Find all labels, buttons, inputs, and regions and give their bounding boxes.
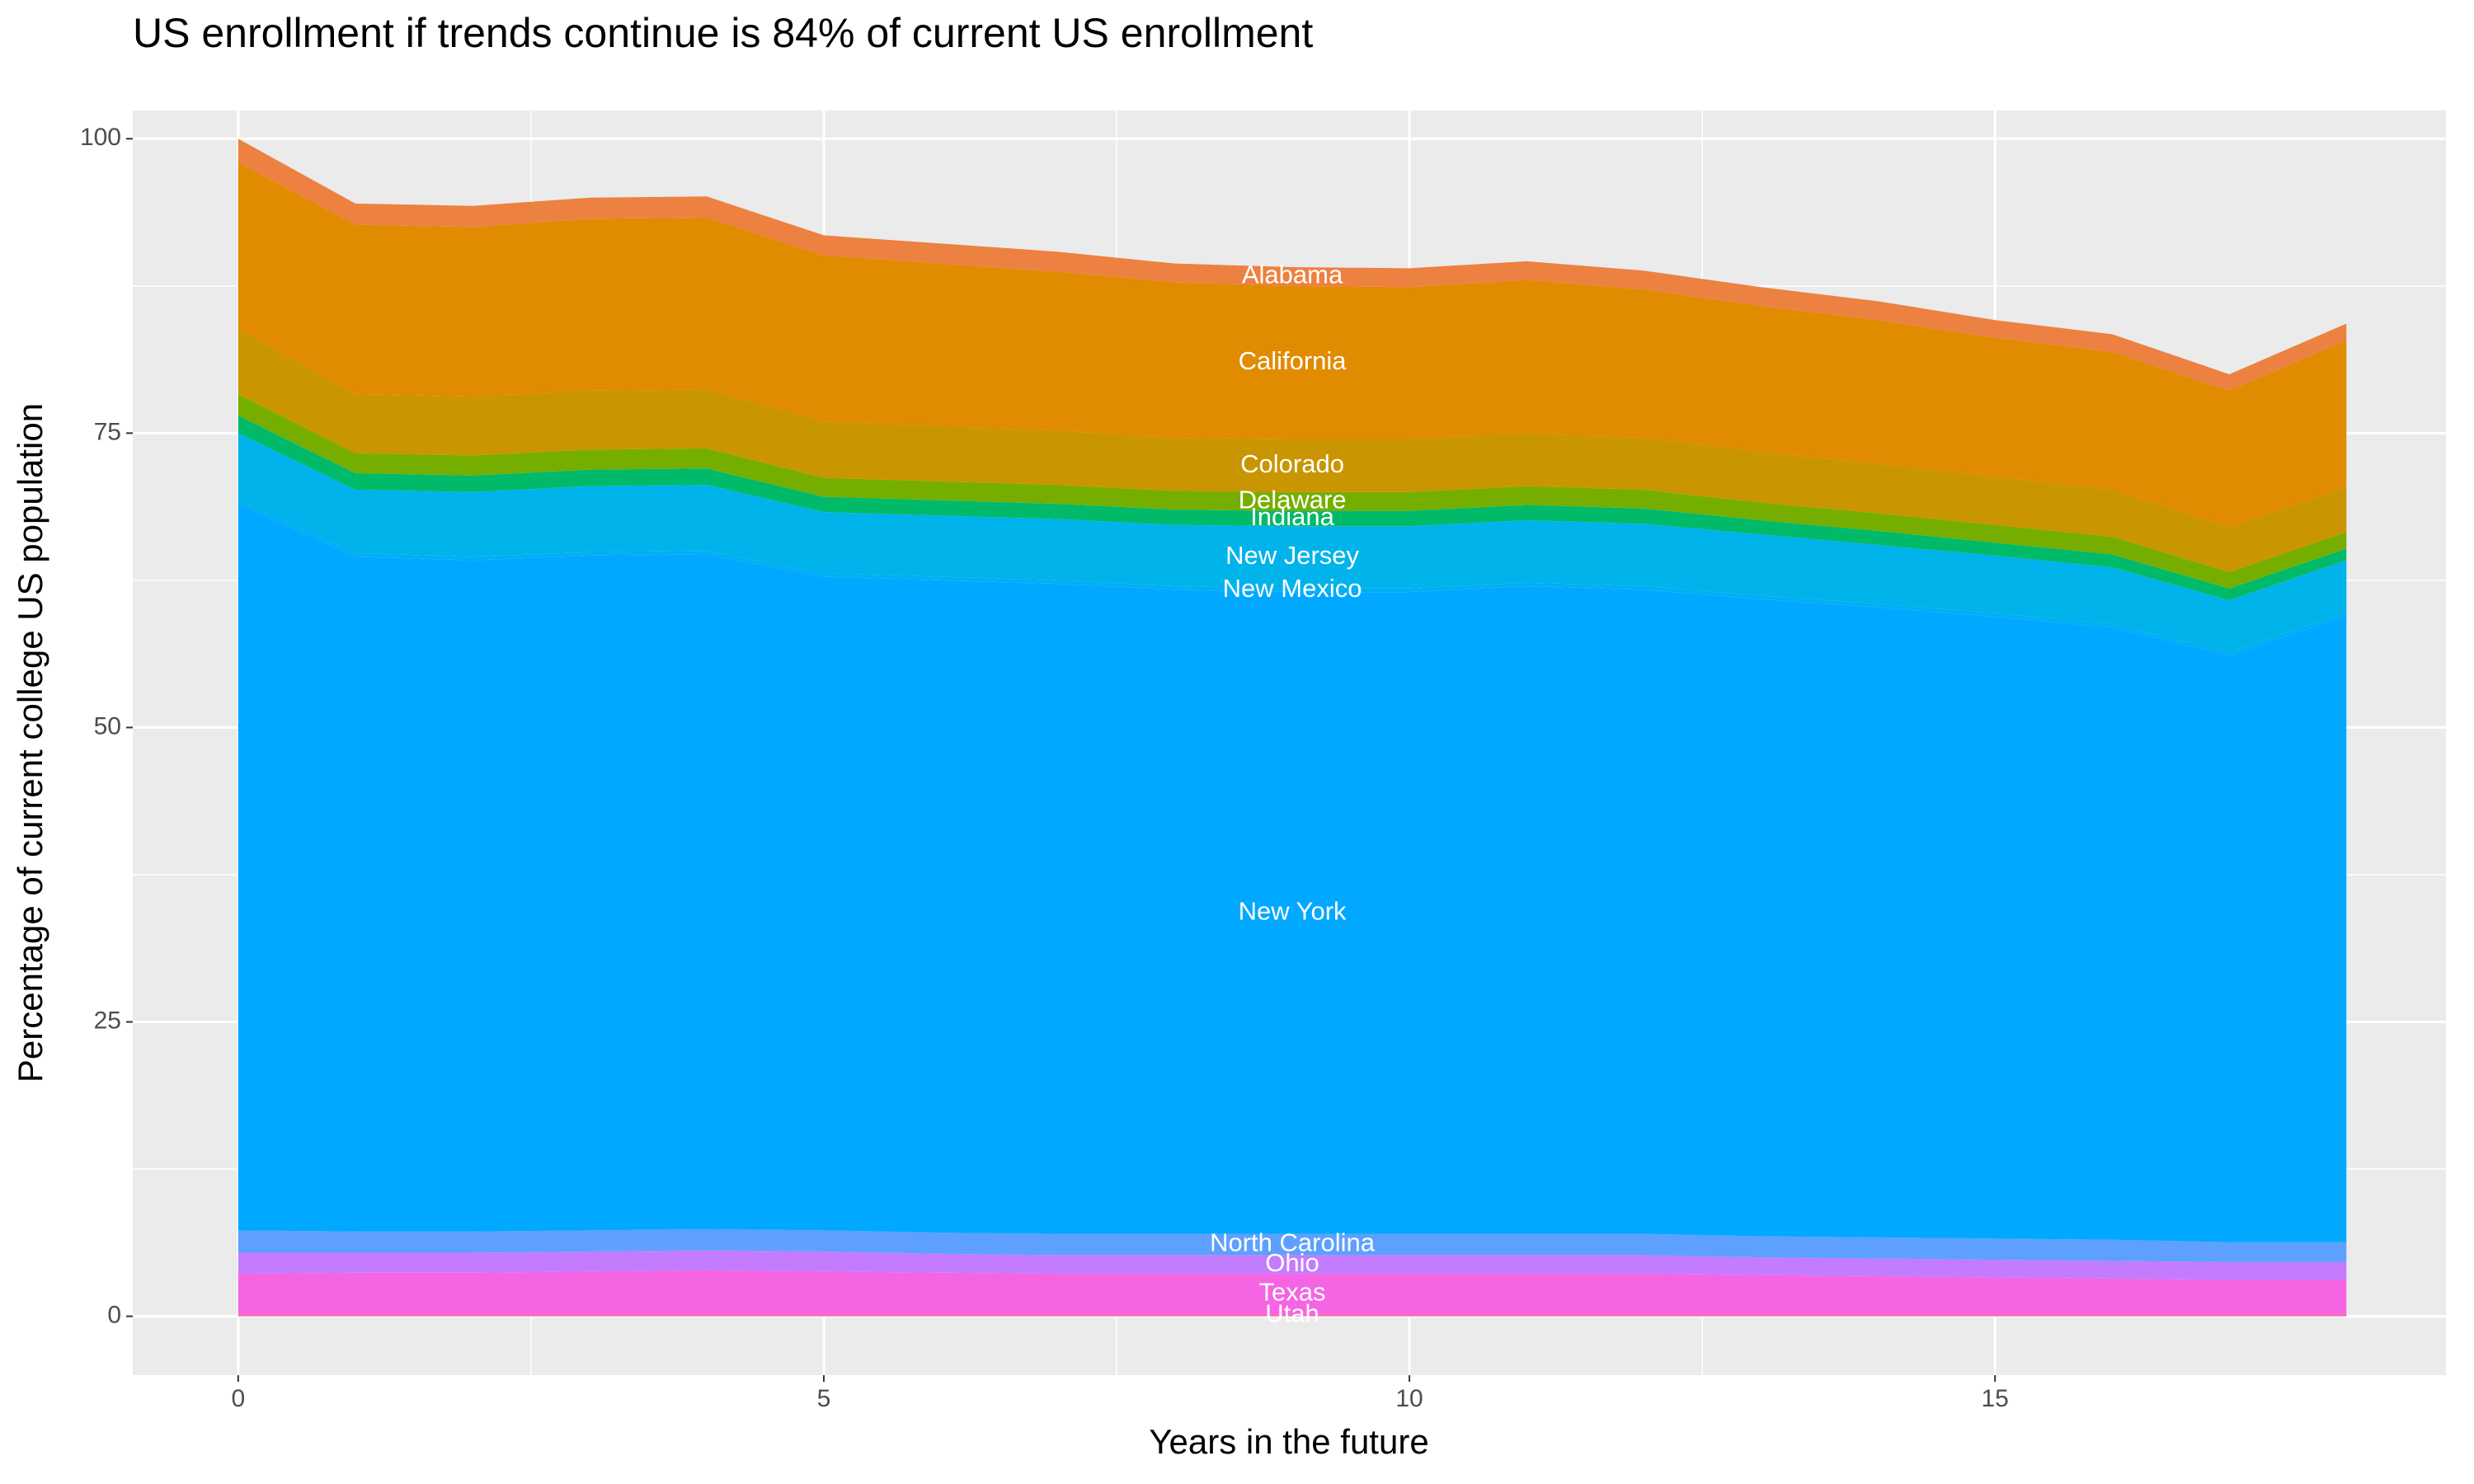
area-label: Texas — [1259, 1278, 1326, 1307]
area-label: New Mexico — [1223, 574, 1362, 603]
area — [238, 1228, 2347, 1262]
area — [238, 1250, 2347, 1280]
x-tick-label: 5 — [817, 1385, 831, 1412]
area — [238, 162, 2347, 528]
area-label: Utah — [1265, 1298, 1319, 1327]
x-tick-label: 0 — [231, 1385, 245, 1412]
y-tick-label: 75 — [94, 418, 121, 445]
area-label: Colorado — [1240, 449, 1344, 478]
area — [238, 329, 2347, 572]
x-tick-label: 10 — [1395, 1385, 1423, 1412]
y-tick-label: 100 — [80, 124, 121, 151]
x-axis-title: Years in the future — [1149, 1422, 1428, 1461]
area — [238, 1270, 2347, 1314]
x-tick-label: 15 — [1982, 1385, 2009, 1412]
chart-title: US enrollment if trends continue is 84% … — [133, 10, 1313, 56]
y-tick-label: 25 — [94, 1007, 121, 1034]
area-label: North Carolina — [1210, 1228, 1376, 1257]
area-label: New York — [1239, 897, 1347, 926]
area-label: Alabama — [1242, 261, 1343, 289]
area-label: California — [1239, 346, 1348, 375]
area-label: New Jersey — [1225, 541, 1359, 570]
area-label: Delaware — [1239, 485, 1347, 514]
area — [238, 1313, 2347, 1317]
area-label: Ohio — [1265, 1248, 1319, 1277]
y-tick-label: 0 — [107, 1302, 121, 1329]
area — [238, 433, 2347, 653]
area-label: Indiana — [1250, 502, 1334, 531]
y-tick-label: 50 — [94, 712, 121, 740]
area — [238, 504, 2347, 1242]
y-axis-title: Percentage of current college US populat… — [11, 403, 49, 1082]
